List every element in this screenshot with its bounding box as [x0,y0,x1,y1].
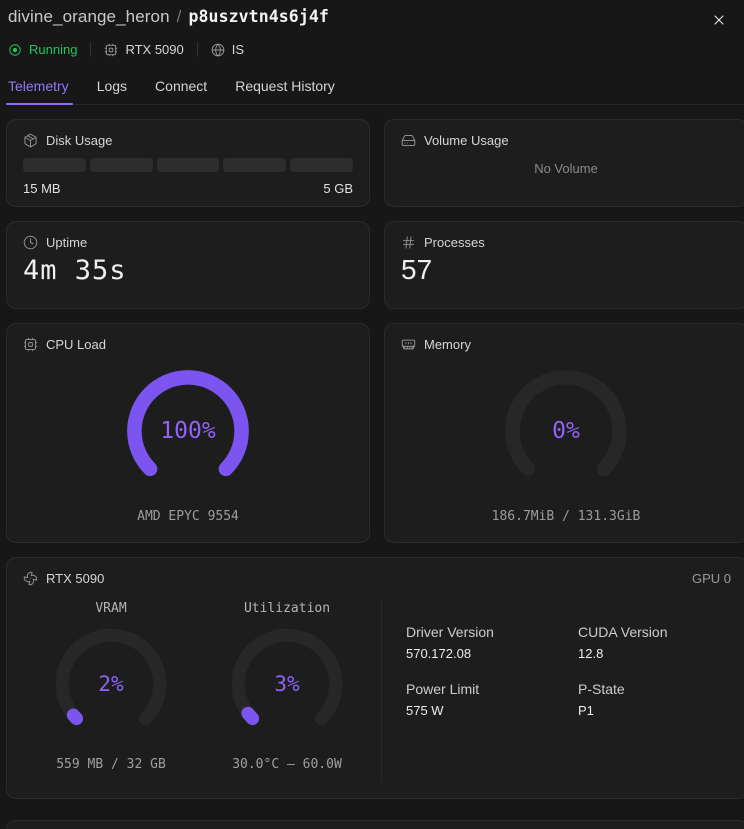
gpu-info-grid: Driver Version 570.172.08 CUDA Version 1… [382,596,667,785]
status-row: Running RTX 5090 IS [8,42,730,57]
memory-detail: 186.7MiB / 131.3GiB [491,509,641,524]
processes-card: Processes 57 [384,221,744,309]
info-p-state: P-State P1 [578,681,625,718]
disk-segment [156,158,220,172]
tab-request-history[interactable]: Request History [235,78,335,94]
tab-connect[interactable]: Connect [155,78,208,94]
card-title: Disk Usage [46,133,113,148]
hash-icon [401,235,416,250]
title-separator: / [176,7,182,26]
divider [196,42,198,57]
utilization-gauge: 3% [226,623,348,745]
tab-bar: Telemetry Logs Connect Request History [6,78,744,105]
cpu-model: AMD EPYC 9554 [137,509,239,524]
chip-icon [104,43,118,57]
info-cuda-version: CUDA Version 12.8 [578,624,668,661]
tab-telemetry[interactable]: Telemetry [6,78,73,105]
gpu-index-badge: GPU 0 [691,571,731,586]
divider [381,600,382,783]
telemetry-grid: Disk Usage 15 MB 5 GB Volume Usage No Vo… [6,119,744,799]
memory-gauge: 0% [499,364,633,498]
cpu-load-gauge: 100% [121,364,255,498]
disk-usage-bar [23,158,353,172]
info-driver-version: Driver Version 570.172.08 [406,624,494,661]
clock-icon [23,235,38,250]
region-label: IS [231,42,245,57]
card-title: Processes [424,235,485,250]
instance-id: p8uszvtn4s6j4f [188,7,329,26]
page-title: divine_orange_heron / p8uszvtn4s6j4f [8,7,329,27]
processes-value: 57 [401,254,433,285]
status-running: Running [8,42,77,57]
card-title: Volume Usage [424,133,509,148]
close-button[interactable] [708,9,730,31]
memory-card: Memory 0% 186.7MiB / 131.3GiB [384,323,744,543]
disk-segment [23,158,86,172]
close-icon [714,15,724,25]
uptime-card: Uptime 4m 35s [6,221,370,309]
volume-usage-card: Volume Usage No Volume [384,119,744,207]
card-title: RTX 5090 [46,571,105,586]
vram-gauge-block: VRAM 2% 559 MB / 32 GB [23,596,199,785]
gpu-chip-label: RTX 5090 [125,42,184,57]
disk-usage-card: Disk Usage 15 MB 5 GB [6,119,370,207]
card-title: Uptime [46,235,88,250]
globe-icon [211,43,225,57]
memory-stick-icon [401,337,416,352]
package-icon [23,133,38,148]
utilization-gauge-block: Utilization 3% 30.0°C — 60.0W [199,596,375,785]
disk-used: 15 MB [23,181,61,196]
instance-name: divine_orange_heron [8,7,170,26]
vram-label: VRAM [95,601,127,616]
vram-gauge: 2% [50,623,172,745]
gpu-card: RTX 5090 GPU 0 VRAM 2% 559 MB / 32 GB Ut… [6,557,744,799]
running-dot-icon [8,43,22,57]
info-power-limit: Power Limit 575 W [406,681,480,718]
status-region: IS [211,42,244,57]
disk-segment [223,158,287,172]
hard-drive-icon [401,133,416,148]
utilization-percent: 3% [274,672,300,696]
cpu-load-card: CPU Load 100% AMD EPYC 9554 [6,323,370,543]
card-title: Memory [424,337,471,352]
disk-segment [290,158,353,172]
no-volume-text: No Volume [534,161,598,176]
card-title: CPU Load [46,337,106,352]
disk-total: 5 GB [323,181,353,196]
disk-segment [89,158,153,172]
tab-logs[interactable]: Logs [96,78,128,94]
modal-header: divine_orange_heron / p8uszvtn4s6j4f Run… [0,0,744,105]
memory-percent: 0% [552,417,580,444]
divider [90,42,92,57]
cpu-icon [23,337,38,352]
vram-percent: 2% [98,672,124,696]
utilization-label: Utilization [243,601,331,616]
vram-caption: 559 MB / 32 GB [56,757,166,772]
cpu-load-percent: 100% [160,417,216,444]
next-card-edge [6,820,744,829]
status-gpu-type: RTX 5090 [104,42,184,57]
status-label: Running [29,42,78,57]
utilization-caption: 30.0°C — 60.0W [232,757,342,772]
fan-icon [23,571,38,586]
uptime-value: 4m 35s [23,255,127,286]
